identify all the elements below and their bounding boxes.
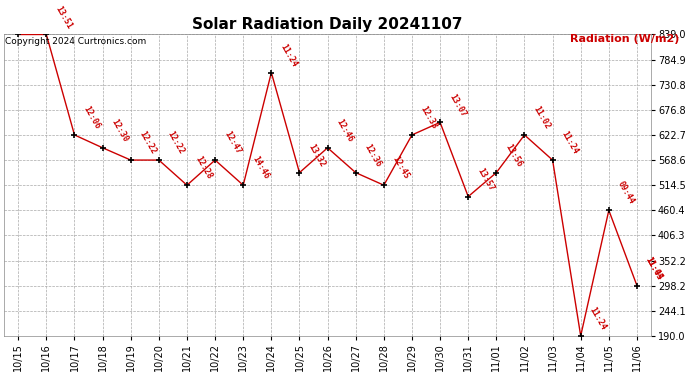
Text: 12:45: 12:45 [391, 155, 411, 181]
Text: 13:07: 13:07 [447, 92, 467, 118]
Text: 12:33: 12:33 [419, 105, 440, 131]
Text: Radiation (W/m2): Radiation (W/m2) [570, 34, 680, 44]
Text: 11:24: 11:24 [588, 306, 608, 332]
Text: 12:46: 12:46 [335, 117, 355, 144]
Text: 13:32: 13:32 [306, 142, 326, 168]
Text: 09:44: 09:44 [615, 180, 636, 206]
Text: 13:57: 13:57 [475, 166, 495, 192]
Text: 12:22: 12:22 [166, 130, 186, 156]
Text: 12:22: 12:22 [138, 130, 158, 156]
Text: 14:46: 14:46 [250, 155, 270, 181]
Text: 11:44: 11:44 [644, 255, 664, 282]
Text: 11:05: 11:05 [644, 255, 664, 282]
Title: Solar Radiation Daily 20241107: Solar Radiation Daily 20241107 [193, 17, 463, 32]
Text: 13:51: 13:51 [53, 4, 74, 30]
Text: 12:28: 12:28 [194, 155, 214, 181]
Text: 11:24: 11:24 [278, 42, 299, 68]
Text: 11:02: 11:02 [531, 105, 552, 131]
Text: 12:36: 12:36 [363, 142, 383, 168]
Text: 12:47: 12:47 [222, 130, 242, 156]
Text: 12:30: 12:30 [110, 117, 130, 144]
Text: Copyright 2024 Curtronics.com: Copyright 2024 Curtronics.com [5, 38, 146, 46]
Text: 12:06: 12:06 [81, 105, 101, 131]
Text: 11:24: 11:24 [560, 130, 580, 156]
Text: 13:56: 13:56 [503, 142, 524, 168]
